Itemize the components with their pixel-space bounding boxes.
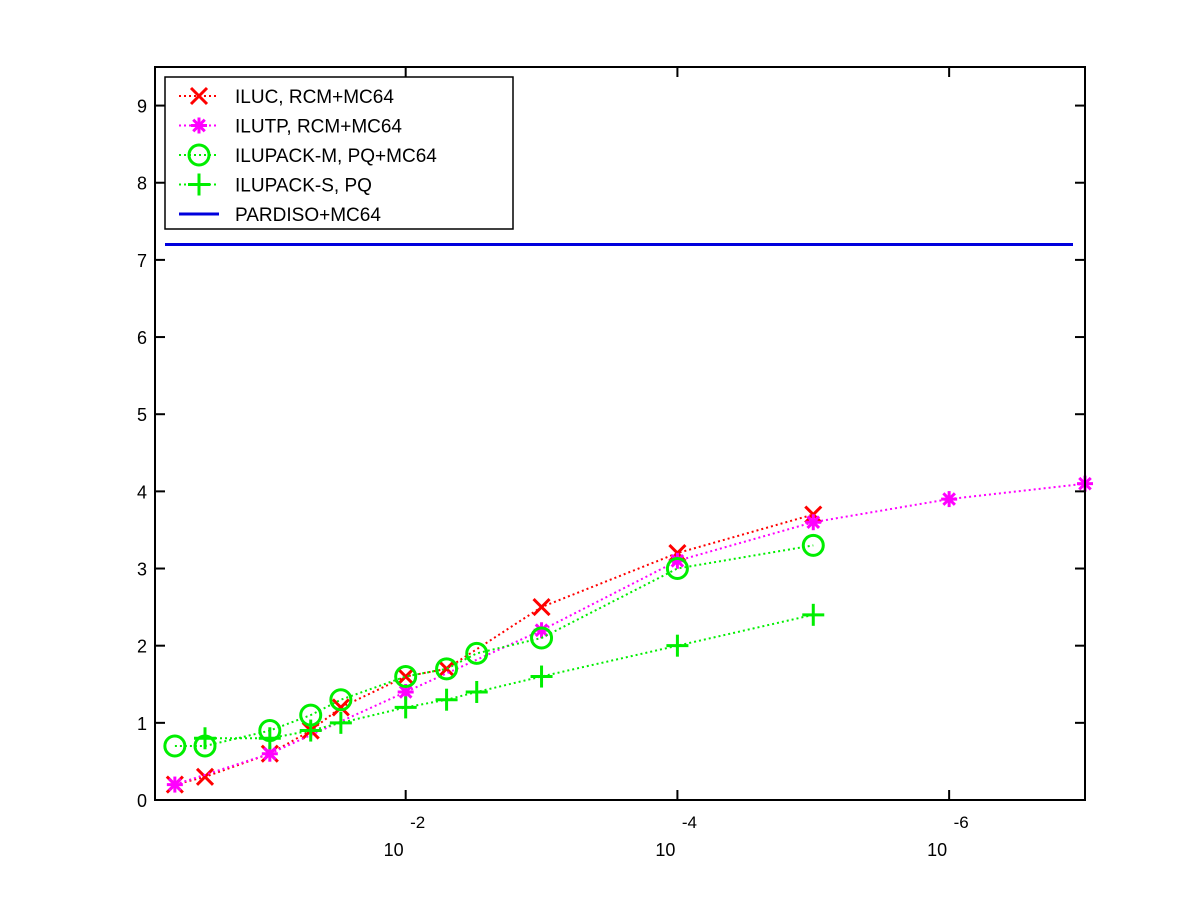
marker-stroke [262,746,277,761]
legend-label: ILUPACK-S, PQ [235,176,372,197]
legend-item: PARDISO+MC64 [179,205,381,226]
data-point [163,734,187,758]
legend-label: PARDISO+MC64 [235,205,381,226]
x-tick-base: 10 [655,840,675,860]
marker-stroke [532,598,551,617]
y-tick-label: 7 [137,251,147,271]
series-1 [166,475,1093,793]
legend-marker [189,86,209,106]
data-point [465,680,488,703]
data-point [193,727,216,750]
series-line [205,613,814,740]
marker-stroke [942,492,956,506]
y-tick-label: 2 [137,637,147,657]
data-point [802,603,825,626]
legend-box [164,76,514,230]
data-point [805,514,822,531]
data-point [665,557,689,581]
marker-stroke [331,698,350,717]
marker-stroke [465,641,489,665]
data-point [666,634,689,657]
legend-marker [191,117,207,134]
marker-stroke [189,86,209,106]
marker-stroke [398,685,413,699]
data-point [941,491,958,508]
data-point [329,688,353,712]
axis-ticks: 0 1 2 3 4 5 6 7 8 9 -2 10 -4 10 -6 10 [137,67,1085,860]
marker-stroke [530,626,554,650]
series-2 [163,533,825,758]
legend-marker [187,143,211,167]
marker-stroke [534,623,549,638]
legend-item: ILUTP, RCM+MC64 [179,117,402,138]
series-3 [193,603,825,750]
data-point [435,657,459,681]
marker-stroke [437,659,456,678]
marker-stroke [163,734,187,758]
data-point [394,696,417,719]
x-tick-exponent: -2 [410,813,425,832]
y-tick-label: 6 [137,328,147,348]
data-point [299,719,322,742]
legend-item: ILUC, RCM+MC64 [179,86,394,108]
data-point [437,659,456,678]
legend-label: ILUPACK-M, PQ+MC64 [235,146,437,167]
legend-label: ILUC, RCM+MC64 [235,87,394,108]
y-tick-label: 5 [137,405,147,425]
series-line [174,544,814,747]
y-tick-label: 3 [137,560,147,580]
plot-frame [154,66,1086,801]
x-tick-base: 10 [384,840,404,860]
data-point [532,598,551,617]
marker-stroke [168,777,182,792]
data-point [195,767,215,786]
data-point [166,776,183,793]
series-line [174,482,1086,786]
marker-stroke [396,667,415,686]
axes-frame [154,66,1086,801]
marker-stroke [801,533,825,557]
marker-stroke [665,557,689,581]
marker-stroke [806,515,821,530]
x-tick-base: 10 [927,840,947,860]
legend-item: ILUPACK-S, PQ [179,173,372,197]
data-point [331,698,350,717]
data-point [435,688,458,711]
legend-marker [188,173,210,196]
y-tick-label: 8 [137,174,147,194]
data-point [530,665,553,688]
marker-stroke [195,767,215,786]
marker-stroke [187,143,211,167]
marker-stroke [435,657,459,681]
legend-item: ILUPACK-M, PQ+MC64 [179,143,437,167]
data-point [465,641,489,665]
y-tick-label: 4 [137,482,147,502]
data-point [396,667,415,686]
data-point [258,727,281,750]
marker-stroke [329,688,353,712]
marker-stroke [394,665,418,689]
data-point [329,711,352,734]
x-tick-exponent: -6 [954,813,969,832]
y-tick-label: 9 [137,97,147,117]
series-layer [163,242,1093,794]
legend: ILUC, RCM+MC64 ILUTP, RCM+MC64 ILUPACK-M, … [164,76,514,230]
data-point [530,626,554,650]
y-tick-label: 1 [137,714,147,734]
x-tick-exponent: -4 [682,813,697,832]
marker-stroke [192,118,206,133]
data-point [394,665,418,689]
data-point [801,533,825,557]
marker-stroke [670,553,685,568]
y-tick-label: 0 [137,791,147,811]
legend-label: ILUTP, RCM+MC64 [235,117,402,138]
